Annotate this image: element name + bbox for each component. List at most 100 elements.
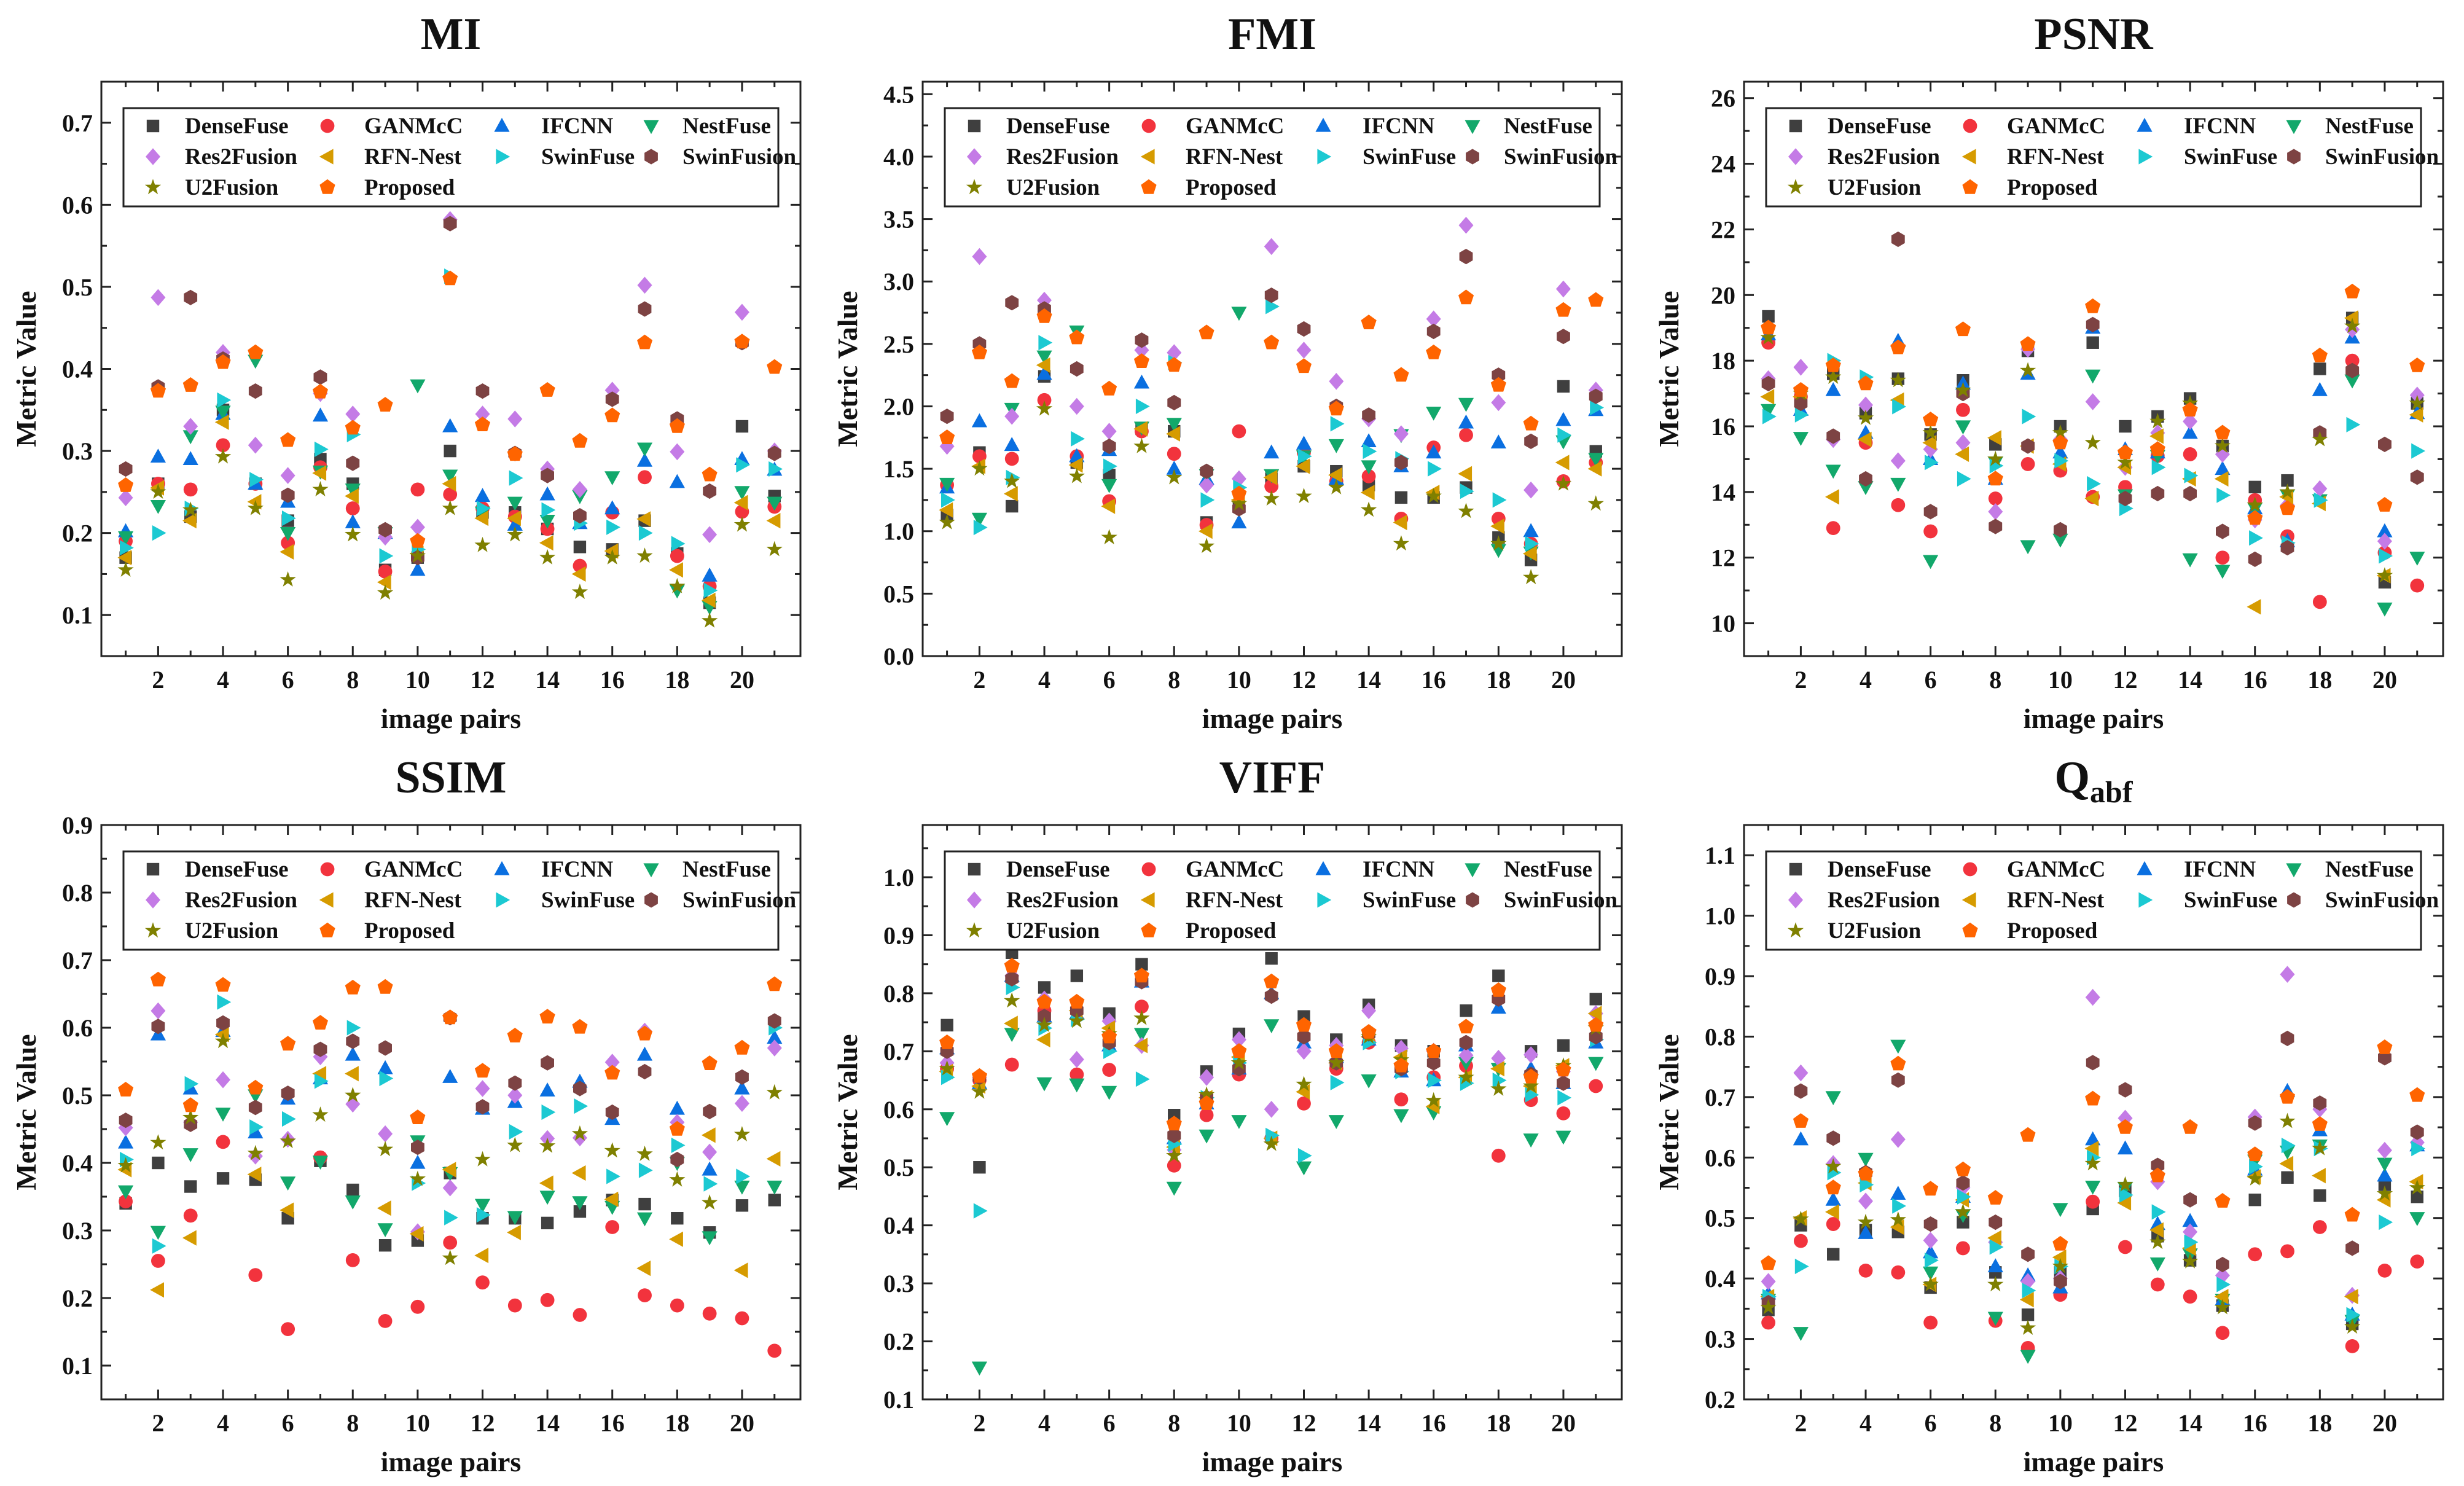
star-legend-icon — [966, 922, 983, 938]
data-point — [1825, 382, 1841, 396]
data-point — [508, 1075, 522, 1091]
data-point — [248, 1100, 262, 1116]
data-point — [572, 481, 587, 498]
data-point — [636, 1261, 651, 1277]
data-point — [604, 1065, 620, 1080]
legend-item: IFCNN — [2137, 857, 2256, 882]
data-point — [939, 1060, 955, 1076]
series-proposed — [939, 958, 1604, 1131]
x-tick-label: 14 — [1356, 666, 1381, 694]
triangle-up-legend-icon — [2137, 861, 2153, 875]
data-point — [2247, 599, 2261, 615]
triangle-up-legend-icon — [2137, 117, 2153, 132]
legend-label: Proposed — [2007, 918, 2098, 944]
legend-label: RFN-Nest — [2007, 144, 2105, 170]
data-point — [1491, 1148, 1506, 1163]
legend-label: U2Fusion — [185, 918, 279, 944]
y-tick-label: 0.1 — [62, 1352, 93, 1380]
data-point — [182, 1109, 199, 1125]
data-point — [1133, 374, 1150, 389]
data-point — [1588, 453, 1604, 467]
data-point — [280, 1202, 294, 1218]
data-point — [1166, 1116, 1182, 1131]
data-point — [2379, 548, 2393, 564]
data-point — [2312, 1116, 2328, 1131]
data-point — [1555, 475, 1572, 491]
data-point — [216, 1071, 230, 1089]
data-point — [2312, 595, 2327, 609]
x-tick-label: 8 — [346, 666, 359, 694]
legend-item: DenseFuse — [968, 857, 1110, 882]
data-point — [1987, 1276, 2004, 1292]
data-point — [1426, 444, 1442, 459]
data-point — [345, 1066, 359, 1082]
data-point — [2214, 1299, 2231, 1315]
data-point — [1987, 1190, 2003, 1205]
data-point — [1987, 471, 2003, 486]
data-point — [541, 1216, 554, 1230]
x-tick-label: 8 — [1168, 666, 1180, 694]
data-point — [1761, 1255, 1777, 1270]
data-point — [2117, 444, 2133, 459]
data-point — [1068, 457, 1083, 473]
data-point — [735, 1069, 749, 1085]
data-point — [1038, 335, 1053, 351]
data-point — [2344, 1206, 2360, 1222]
legend-label: SwinFuse — [1363, 888, 1456, 913]
data-point — [604, 549, 620, 565]
triangle-left-legend-icon — [1140, 892, 1155, 908]
data-point — [1760, 1299, 1777, 1315]
data-point — [2379, 1214, 2393, 1230]
x-tick-label: 2 — [1794, 1409, 1807, 1437]
y-tick-label: 0.6 — [1705, 1144, 1735, 1171]
triangle-left-legend-icon — [319, 149, 334, 165]
diamond-legend-icon — [1788, 891, 1803, 909]
data-point — [377, 1060, 393, 1074]
data-point — [541, 1104, 556, 1120]
x-axis-label: image pairs — [381, 1446, 522, 1477]
data-point — [2054, 1273, 2067, 1289]
chart-title: SSIM — [396, 753, 507, 803]
data-point — [2119, 1187, 2134, 1203]
data-point — [604, 407, 620, 423]
y-tick-label: 26 — [1711, 85, 1735, 112]
x-tick-label: 20 — [2372, 1409, 2397, 1437]
data-point — [507, 1224, 521, 1240]
data-point — [2118, 490, 2132, 507]
data-point — [182, 1097, 198, 1113]
x-tick-label: 18 — [665, 1409, 689, 1437]
data-point — [1825, 369, 1842, 384]
x-tick-label: 14 — [1356, 1409, 1381, 1437]
x-tick-label: 12 — [470, 1409, 495, 1437]
legend-label: RFN-Nest — [1186, 888, 1283, 913]
data-point — [1760, 329, 1777, 345]
diamond-legend-icon — [146, 148, 160, 165]
y-tick-label: 0.4 — [1705, 1265, 1735, 1292]
data-point — [2085, 988, 2100, 1006]
data-point — [1761, 404, 1777, 418]
data-point — [1989, 1214, 2003, 1230]
data-point — [150, 1226, 166, 1240]
circle-legend-icon — [1963, 862, 1977, 877]
legend-label: IFCNN — [2184, 857, 2256, 882]
series-res2fusion — [118, 1002, 782, 1240]
data-point — [476, 1207, 491, 1223]
star-legend-icon — [144, 922, 162, 938]
data-point — [1793, 1327, 1809, 1341]
data-point — [2084, 434, 2101, 450]
y-tick-label: 4.0 — [883, 143, 914, 171]
data-point — [940, 409, 954, 424]
data-point — [671, 1212, 684, 1225]
y-tick-label: 0.4 — [62, 356, 93, 383]
x-tick-label: 10 — [405, 666, 430, 694]
data-point — [182, 1148, 198, 1162]
series-swinfusion — [940, 249, 1603, 517]
legend-item: IFCNN — [1315, 114, 1434, 139]
data-point — [1199, 324, 1214, 340]
data-point — [636, 1046, 653, 1061]
data-point — [378, 1040, 392, 1056]
data-point — [150, 383, 166, 398]
triangle-down-legend-icon — [2286, 863, 2302, 878]
data-point — [1458, 466, 1473, 482]
